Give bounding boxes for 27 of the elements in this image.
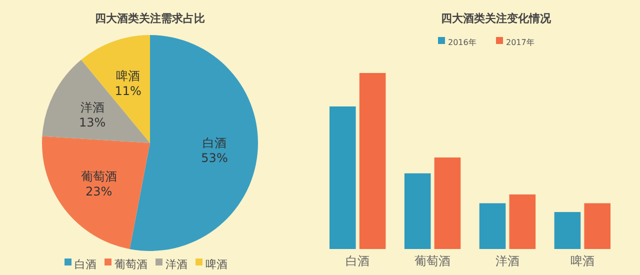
legend-label: 2017年 <box>506 38 534 47</box>
bar <box>404 173 431 249</box>
legend-label: 2016年 <box>448 38 476 47</box>
data-label: 23% <box>85 184 112 199</box>
bar <box>479 203 506 249</box>
x-tick-label: 葡萄酒 <box>414 254 451 268</box>
slice-label: 白酒 <box>202 136 227 150</box>
bar <box>509 194 536 249</box>
chart-title: 四大酒类关注变化情况 <box>441 12 552 25</box>
bar <box>584 203 610 249</box>
data-label: 13% <box>78 116 106 130</box>
chart-title: 四大酒类关注需求占比 <box>95 12 205 25</box>
x-tick-label: 啤酒 <box>570 254 594 268</box>
slice-label: 啤酒 <box>116 69 140 84</box>
x-tick-label: 洋酒 <box>495 254 520 268</box>
data-label: 53% <box>201 151 228 166</box>
slice-label: 洋酒 <box>80 100 104 115</box>
bar <box>554 212 581 249</box>
bar <box>359 73 386 249</box>
data-label: 11% <box>114 84 142 98</box>
pie-slice <box>81 35 150 143</box>
bar <box>434 157 461 249</box>
x-tick-label: 白酒 <box>346 254 370 268</box>
slice-label: 葡萄酒 <box>80 170 117 184</box>
pie-slice <box>42 136 150 250</box>
pie-slice <box>42 60 150 143</box>
bar <box>330 106 356 249</box>
